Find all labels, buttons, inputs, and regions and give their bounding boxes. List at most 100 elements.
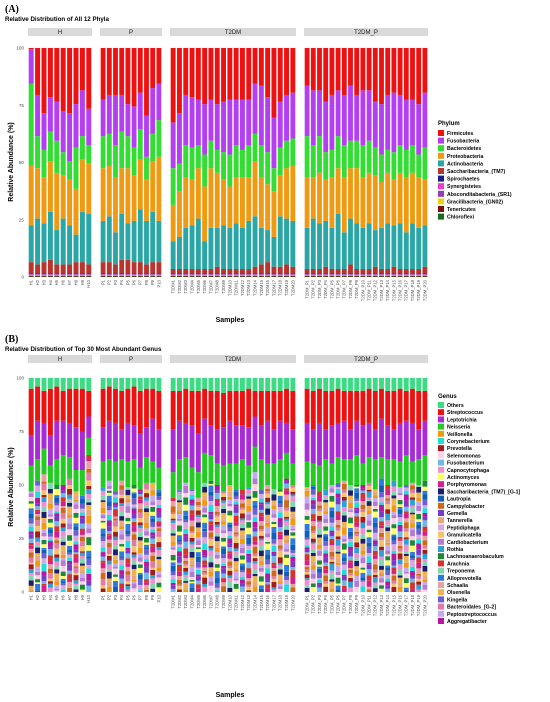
bar-segment: [150, 388, 156, 419]
bar-segment: [277, 507, 283, 513]
bar-segment: [28, 538, 34, 543]
bar-segment: [54, 489, 60, 496]
x-tick-label: P1: [101, 594, 106, 600]
bar-segment: [304, 490, 310, 497]
legend-label: Absconditabacteria_(SR1): [447, 192, 512, 198]
bar-segment: [410, 492, 415, 498]
bar-segment: [323, 48, 329, 102]
bar-segment: [397, 558, 403, 565]
bar-segment: [290, 530, 296, 533]
bar-segment: [35, 582, 41, 584]
bar-segment: [354, 533, 360, 537]
bar-segment: [341, 459, 347, 481]
bar-segment: [391, 92, 397, 153]
legend-swatch: [438, 567, 444, 574]
bar-segment: [422, 545, 428, 549]
bar-segment: [54, 48, 60, 102]
bar-segment: [131, 378, 137, 387]
bar-segment: [372, 501, 378, 507]
bar-segment: [79, 274, 85, 276]
bar-segment: [277, 567, 283, 570]
facet-label: T2DM_P: [354, 30, 378, 36]
legend-label: Actinobacteria: [447, 161, 483, 167]
bar-segment: [341, 275, 347, 277]
bar-segment: [35, 511, 41, 514]
bar-segment: [233, 506, 239, 513]
bar-segment: [290, 501, 296, 507]
bar-segment: [100, 568, 106, 574]
bar-segment: [372, 508, 378, 512]
bar-segment: [60, 581, 66, 584]
bar-segment: [119, 131, 125, 169]
bar-segment: [329, 463, 335, 485]
bar-segment: [113, 502, 118, 506]
legend-label: Veillonella: [447, 432, 472, 438]
bar-segment: [271, 509, 277, 515]
bar-segment: [202, 572, 208, 575]
bar-segment: [208, 571, 214, 577]
bar-segment: [416, 496, 422, 499]
bar-segment: [360, 563, 366, 568]
bar-segment: [385, 268, 391, 274]
bar-segment: [391, 544, 397, 551]
bar-segment: [252, 275, 258, 277]
bar-segment: [335, 504, 341, 512]
bar-segment: [416, 573, 422, 576]
bar-segment: [119, 273, 125, 275]
bar-segment: [284, 140, 289, 169]
bar-segment: [310, 177, 316, 219]
bar-segment: [202, 574, 208, 578]
bar-segment: [271, 503, 277, 507]
x-tick-label: T2DM_P20: [422, 594, 427, 616]
bar-segment: [202, 577, 208, 584]
bar-segment: [189, 505, 195, 511]
bar-segment: [86, 523, 92, 529]
bar-segment: [106, 514, 112, 521]
bar-segment: [144, 584, 149, 590]
x-tick-label: T2DM_P20: [422, 279, 427, 301]
bar-segment: [79, 534, 85, 537]
bar-segment: [73, 552, 79, 555]
bar-segment: [189, 273, 195, 275]
bar-segment: [221, 274, 226, 276]
bar-segment: [47, 555, 53, 562]
bar-segment: [335, 536, 341, 540]
bar-segment: [271, 517, 277, 522]
bar-segment: [341, 543, 347, 550]
bar-segment: [379, 565, 384, 570]
legend-swatch: [438, 213, 444, 220]
bar-segment: [67, 502, 73, 507]
bar-segment: [106, 133, 112, 166]
bar-segment: [170, 501, 176, 507]
bar-segment: [403, 273, 409, 275]
bar-segment: [119, 574, 125, 579]
bar-segment: [233, 532, 239, 535]
bar-segment: [385, 498, 391, 501]
x-tick-label: H3: [41, 594, 46, 600]
legend-swatch: [438, 582, 444, 588]
bar-segment: [60, 565, 66, 572]
bar-segment: [183, 561, 189, 564]
bar-segment: [214, 524, 220, 528]
bar-segment: [385, 524, 391, 528]
bar-segment: [366, 564, 372, 570]
bar-segment: [239, 149, 245, 178]
bar-segment: [422, 520, 428, 527]
bar-segment: [252, 48, 258, 84]
bar-segment: [290, 220, 296, 267]
bar-segment: [403, 274, 409, 276]
bar-segment: [304, 268, 310, 274]
bar-segment: [310, 275, 316, 277]
bar-segment: [239, 378, 245, 391]
panel-a-ylabel: Relative Abundance (%): [8, 122, 15, 201]
bar-segment: [106, 539, 112, 544]
bar-segment: [60, 490, 66, 494]
bar-segment: [183, 493, 189, 498]
bar-segment: [119, 551, 125, 557]
bar-segment: [79, 378, 85, 389]
bar-segment: [227, 527, 233, 532]
bar-segment: [86, 585, 92, 592]
bar-segment: [170, 545, 176, 548]
bar-segment: [73, 517, 79, 524]
bar-segment: [73, 188, 79, 235]
